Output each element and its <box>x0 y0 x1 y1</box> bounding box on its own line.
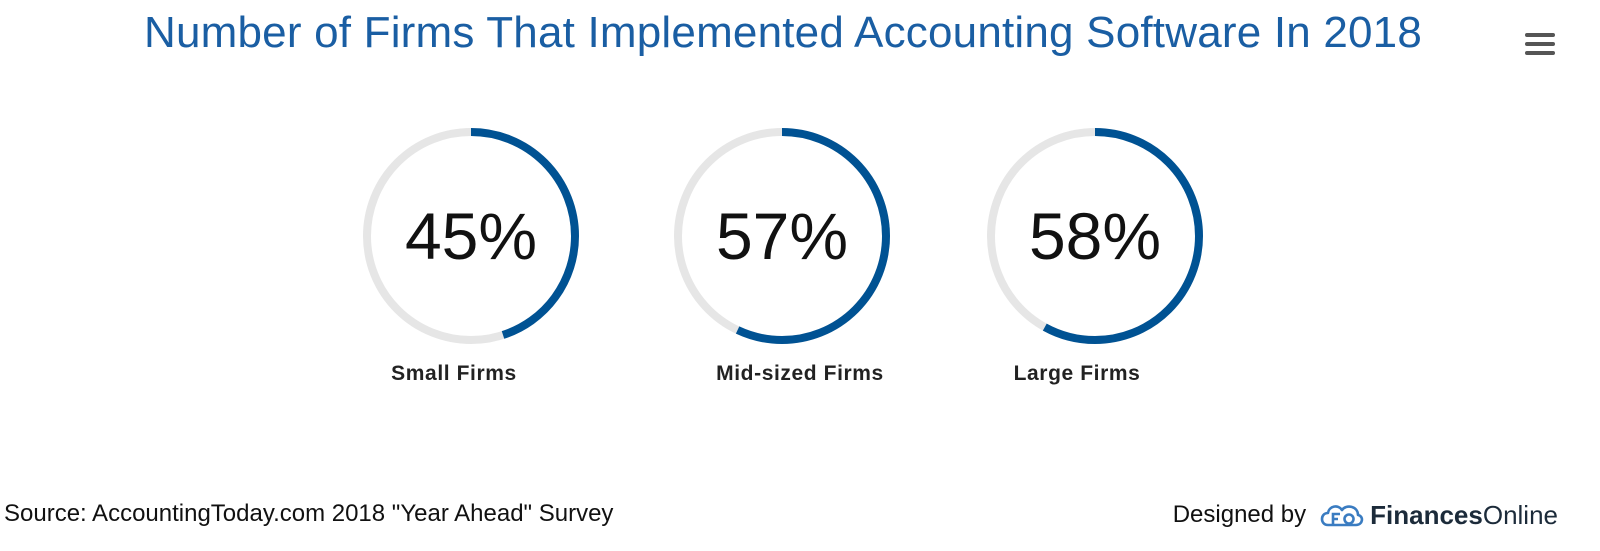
brand-name-bold: Finances <box>1370 499 1483 530</box>
gauge-3: 58% <box>983 124 1207 348</box>
gauge-2: 57% <box>670 124 894 348</box>
designed-by-label: Designed by <box>1172 501 1307 528</box>
chart-menu-button[interactable] <box>1524 30 1556 58</box>
gauge-1: 45% <box>359 124 583 348</box>
chart-title: Number of Firms That Implemented Account… <box>143 8 1423 57</box>
gauge-label-2: Mid-sized Firms <box>716 362 884 385</box>
gauge-label-3: Large Firms <box>1013 362 1141 385</box>
gauge-value-3: 58% <box>1028 199 1162 273</box>
gauge-value-2: 57% <box>715 199 849 273</box>
source-note: Source: AccountingToday.com 2018 "Year A… <box>4 500 614 527</box>
gauge-arc-1 <box>363 128 579 344</box>
brand-name-light: Online <box>1482 499 1558 530</box>
gauge-label-1: Small Firms <box>391 362 517 385</box>
gauge-value-1: 45% <box>404 199 538 273</box>
designer-credit[interactable]: Designed by Finances Online <box>1173 498 1558 532</box>
financesonline-logo-icon <box>1320 505 1364 527</box>
gauge-arc-2 <box>674 128 890 344</box>
gauge-arc-3 <box>987 128 1203 344</box>
hamburger-menu-icon <box>1525 33 1555 55</box>
